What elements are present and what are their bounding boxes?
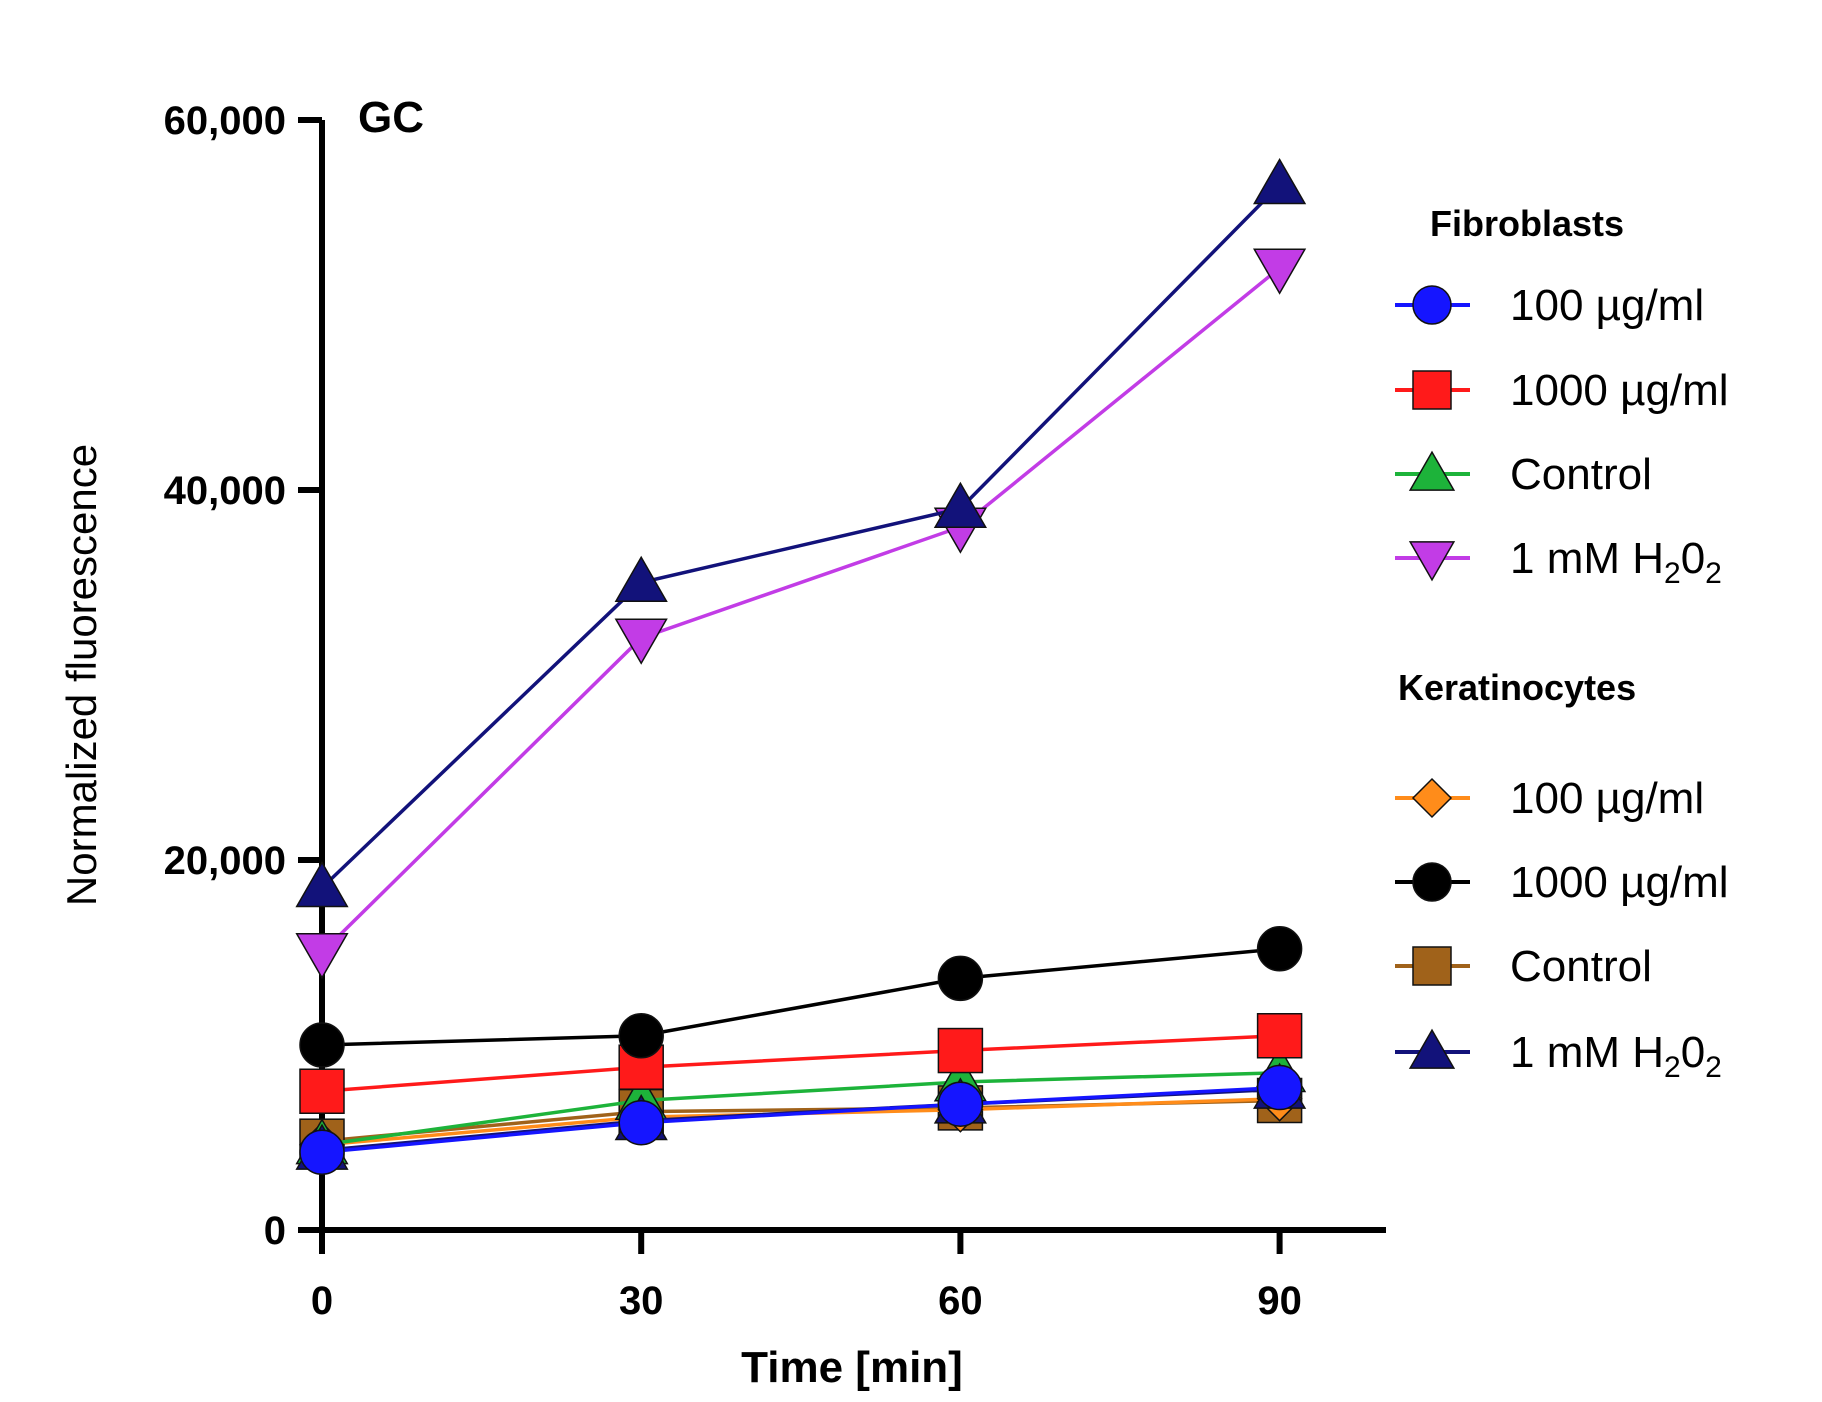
legend-entry: Control — [1395, 450, 1652, 499]
data-point — [295, 860, 349, 908]
data-point — [614, 555, 668, 602]
series-fibroblasts-100-g-ml — [299, 1064, 1303, 1176]
data-point — [295, 933, 349, 980]
series-line — [321, 1087, 1280, 1153]
series-line — [321, 1098, 1280, 1143]
x-ticks: 0 30 60 90 — [311, 1230, 1302, 1323]
legend-label-sub: 2 — [1664, 557, 1681, 590]
data-point — [299, 1022, 345, 1068]
series-fibroblasts-1000-g-ml — [299, 1013, 1303, 1114]
legend-entry: 1000 µg/ml — [1395, 366, 1729, 415]
series-keratinocytes-1000-g-ml — [299, 926, 1303, 1068]
y-tick-label: 60,000 — [164, 99, 286, 143]
axes — [319, 120, 1386, 1233]
series-keratinocytes-1-mm-h2o2-upper — [295, 157, 1307, 908]
legend-label-text: 0 — [1681, 534, 1705, 583]
y-tick-label: 40,000 — [164, 469, 286, 513]
x-tick-label: 30 — [619, 1279, 664, 1323]
y-tick-label: 20,000 — [164, 839, 286, 883]
x-tick-label: 90 — [1257, 1279, 1302, 1323]
data-point — [618, 1099, 664, 1146]
legend-swatch-marker — [1412, 946, 1452, 986]
data-point — [1253, 248, 1307, 295]
data-point — [1256, 926, 1303, 972]
data-point — [299, 1068, 345, 1114]
legend-entry: 1 mM H202 — [1395, 534, 1722, 590]
y-ticks: 0 20,000 40,000 60,000 — [164, 99, 322, 1253]
legend-entry: 100 µg/ml — [1395, 774, 1704, 823]
legend-label-sub: 2 — [1705, 557, 1722, 590]
legend-label: 100 µg/ml — [1510, 774, 1704, 823]
data-point — [933, 481, 987, 528]
series-fibroblasts-control — [295, 1045, 1307, 1165]
legend-label-sub: 2 — [1705, 1051, 1722, 1084]
legend-label-text: 1 mM H — [1510, 1028, 1664, 1077]
data-point — [1256, 1013, 1303, 1059]
legend-label-sub: 2 — [1664, 1051, 1681, 1084]
legend-swatch-marker — [1412, 862, 1452, 902]
series-keratinocytes-1-mm-h2o2 — [295, 1062, 1307, 1170]
legend-heading-fibroblasts: Fibroblasts — [1430, 203, 1624, 244]
legend-label: Control — [1510, 450, 1652, 499]
data-point — [618, 1013, 664, 1059]
legend-label: 1 mM H202 — [1510, 1028, 1722, 1084]
legend-label: 1000 µg/ml — [1510, 858, 1729, 907]
x-tick-label: 60 — [938, 1279, 983, 1323]
legend-label-text: 1 mM H — [1510, 534, 1664, 583]
y-axis-label: Normalized fluorescence — [58, 444, 105, 906]
legend-label: 1000 µg/ml — [1510, 366, 1729, 415]
data-point — [937, 955, 984, 1002]
panel-label: GC — [358, 93, 424, 142]
data-point — [1253, 157, 1307, 205]
x-tick-label: 0 — [311, 1279, 333, 1323]
x-axis-label: Time [min] — [741, 1343, 963, 1392]
series-fibroblasts-1-mm-h2o2 — [295, 248, 1307, 980]
series-line — [321, 1034, 1280, 1093]
data-point — [299, 1129, 345, 1176]
series-layer — [295, 157, 1307, 1176]
data-point — [937, 1027, 984, 1074]
data-point — [937, 1081, 984, 1127]
legend: Fibroblasts 100 µg/ml 1000 µg/ml Control 1 m… — [1395, 203, 1729, 1084]
legend-swatch-marker — [1411, 777, 1453, 819]
legend-label-text: 0 — [1681, 1028, 1705, 1077]
legend-heading-keratinocytes: Keratinocytes — [1398, 667, 1636, 708]
legend-swatch-marker — [1412, 285, 1452, 325]
series-line — [321, 1085, 1280, 1155]
y-tick-label: 0 — [264, 1209, 286, 1253]
legend-entry: 1000 µg/ml — [1395, 858, 1729, 907]
legend-label: Control — [1510, 942, 1652, 991]
legend-entry: Control — [1395, 942, 1652, 991]
legend-swatch-marker — [1412, 370, 1452, 410]
series-line — [320, 183, 1281, 890]
legend-entry: 100 µg/ml — [1395, 281, 1704, 330]
legend-swatch-marker — [1408, 541, 1456, 582]
legend-label: 1 mM H202 — [1510, 534, 1722, 590]
data-point — [614, 618, 668, 665]
legend-label: 100 µg/ml — [1510, 281, 1704, 330]
data-point — [1256, 1064, 1303, 1111]
legend-swatch-marker — [1408, 1028, 1456, 1069]
legend-entry: 1 mM H202 — [1395, 1028, 1722, 1084]
legend-swatch-marker — [1408, 450, 1456, 491]
series-line — [321, 1071, 1280, 1147]
series-line — [321, 947, 1280, 1047]
series-line — [320, 266, 1281, 954]
